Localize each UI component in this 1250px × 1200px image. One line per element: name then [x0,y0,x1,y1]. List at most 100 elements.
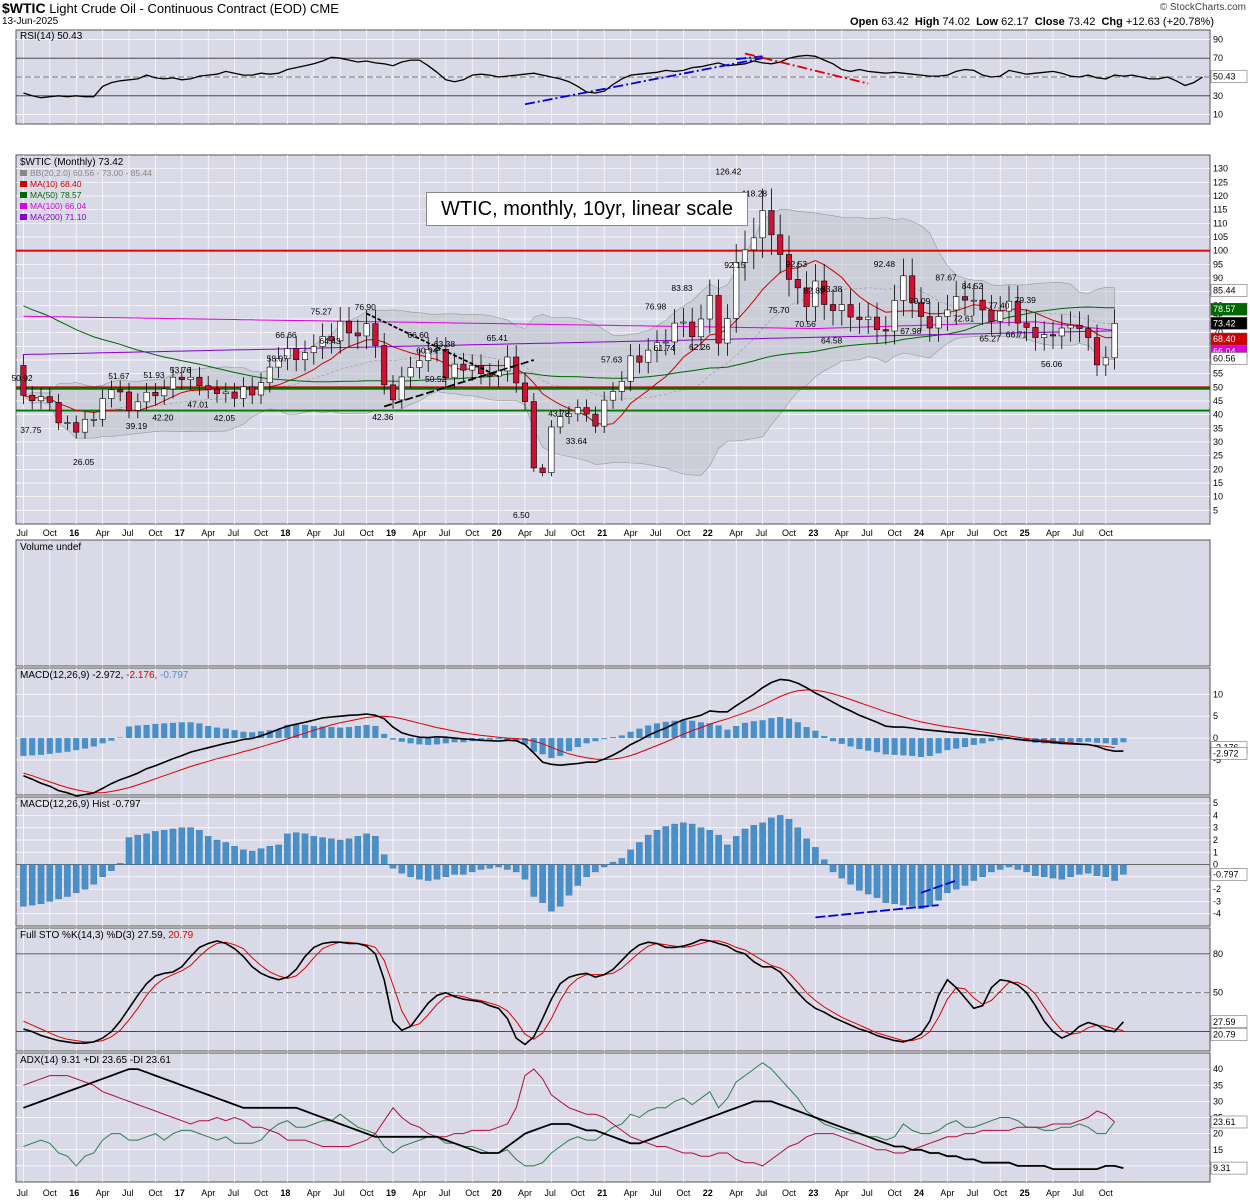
change-value: +12.63 (+20.78%) [1125,16,1214,28]
candle-body [645,349,652,363]
x-axis-label-bottom: Apr [412,1188,426,1198]
hist-bar [433,864,441,880]
price-label: 126.42 [715,166,741,176]
hist-bar [926,864,934,907]
macd-hist-bar [257,731,265,739]
macd-hist-bar [636,728,643,739]
hist-bar [108,864,115,871]
rsi-trendline-down [744,52,869,85]
price-label: 84.52 [962,281,984,291]
adx-di-value: 23.61 [1213,1117,1236,1127]
hist-bar [486,864,494,869]
macd-hist-bar [557,738,564,756]
macd-hist-bar [513,738,520,742]
candle-body [108,389,115,399]
x-axis-label: 17 [175,528,185,538]
hist-bar [1067,864,1074,878]
candle-body [363,323,370,337]
candle-body [196,376,203,386]
adx-line [23,1068,1124,1170]
hist-bar [160,830,168,865]
macd-hist-bar [231,730,238,739]
macd-hist-bar [372,725,379,739]
candle-body [1067,324,1074,329]
macd-hist-bar [1058,738,1065,745]
hist-bar [72,864,80,893]
price-tick-label: 30 [1213,437,1223,447]
macd-hist-bar [460,738,467,743]
x-axis-label: Oct [43,528,58,538]
macd-hist-bar [1093,738,1101,743]
price-label: 47.01 [187,400,209,410]
hist-bar [952,864,960,890]
bollinger-mid [23,285,1115,413]
hist-bar [1102,864,1110,878]
hist-bar [864,864,872,895]
hist-bar [407,864,414,878]
macd-hist-bar [856,738,863,750]
legend-entry: MA(200) 71.10 [30,212,86,222]
candle-body [55,402,62,424]
macd-hist-bar [803,727,810,739]
candle-body [706,295,713,320]
macd-hist-bar [847,738,854,747]
macd-hist-bar [618,735,625,739]
macd-hist-bar [55,738,62,753]
macd_hist-tick-label: -2 [1213,884,1221,894]
price-tick-label: 100 [1213,246,1228,256]
price-label: 33.64 [566,436,588,446]
hist-bar [1005,864,1013,868]
macd-hist-bar [601,738,608,740]
hist-bar [20,864,27,907]
hist-bar [653,830,661,865]
hist-last-value: -0.797 [1213,869,1239,879]
candle-body [565,413,573,417]
price-label: 53.76 [170,365,192,375]
x-axis-label-bottom: Oct [1099,1188,1114,1198]
hist-bar [196,830,203,865]
macd-hist-bar [266,730,273,739]
macd-hist-bar [222,728,229,739]
candle-body [1085,328,1092,338]
candle-body [354,332,361,337]
candle-body [539,467,546,473]
hist-bar [389,864,397,869]
hist-bar [574,864,582,886]
macd-hist-bar [671,720,678,739]
price-label: 6.50 [513,510,530,520]
sto-d-line [23,940,1124,1043]
candle-body [838,304,845,311]
hist-bar [671,823,678,865]
hist-bar [556,864,564,907]
candle-body [662,341,669,344]
macd-hist-bar [882,738,889,755]
candle-body [891,300,898,332]
candle-body [81,419,89,433]
hist-bar [847,864,854,885]
adx-tick-label: 30 [1213,1096,1223,1106]
macd_hist-tick-label: 1 [1213,847,1218,857]
legend-entry: BB(20,2.0) 60.56 - 73.00 - 85.44 [30,168,152,178]
hist-bar [979,864,986,878]
hist-bar [732,836,740,865]
macd-hist-bar [46,738,53,754]
macd-hist-bar [565,738,573,752]
hist-bar [565,864,573,896]
macd-hist-bar [73,738,80,751]
macd-hist-bar [284,724,291,739]
candle-body [1005,300,1013,312]
price-right-label-box [1210,352,1248,365]
chart-date: 13-Jun-2025 [2,16,59,27]
price-right-label-box [1210,317,1248,330]
candle-body [557,416,564,428]
x-axis-label: Oct [782,528,797,538]
candle-body [1014,300,1021,324]
price-label: 58.07 [267,353,289,363]
macd-hist-bar [829,738,837,742]
macd-hist-bar [865,738,872,751]
candle-body [715,295,722,344]
volume-panel [15,539,1211,667]
candle-body [1041,334,1048,338]
macd-hist-bar [768,718,775,739]
hist-bar [539,864,546,903]
